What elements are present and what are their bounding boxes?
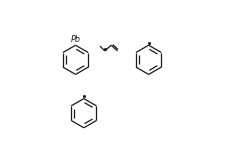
Text: Pb: Pb xyxy=(71,35,81,44)
